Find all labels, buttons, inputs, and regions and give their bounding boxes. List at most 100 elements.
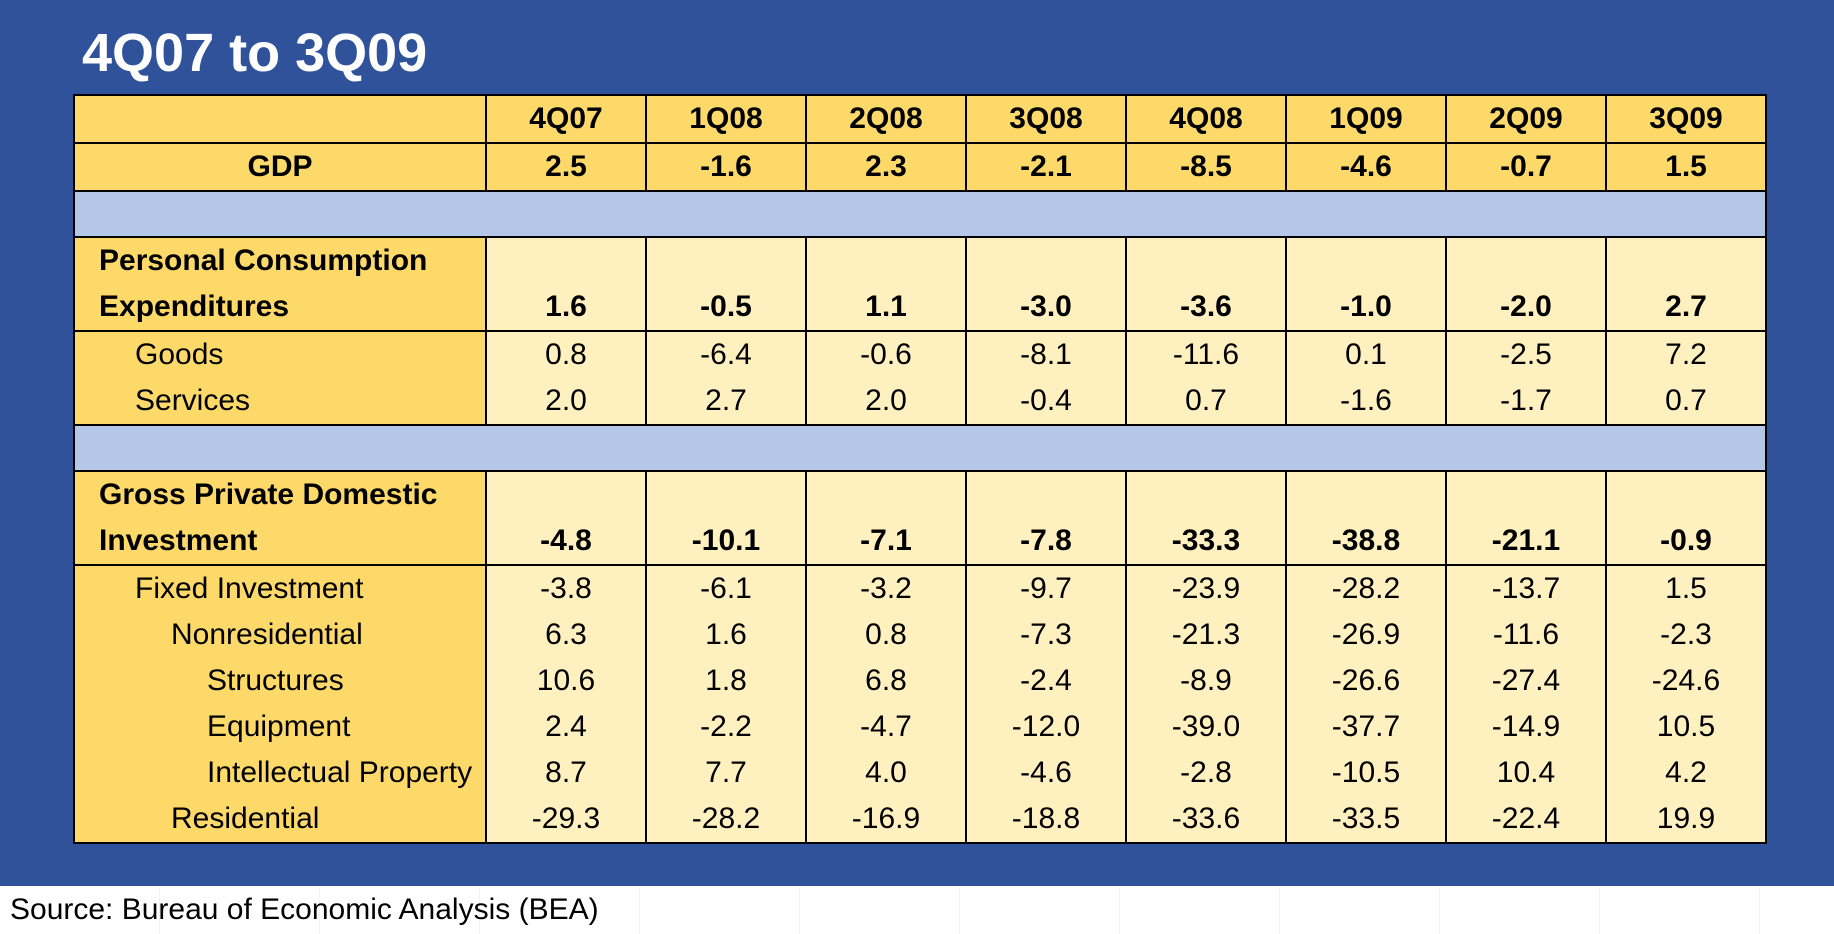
row-personal-consumption-value-4q08: -3.6 [1125,236,1287,332]
row-gdp-value-4q07: 2.5 [485,142,647,192]
row-nonresidential-value-3q09: -2.3 [1605,612,1767,658]
row-personal-consumption-value-4q07: 1.6 [485,236,647,332]
row-equipment-value-4q08: -39.0 [1125,704,1287,750]
row-intellectual-property-value-3q09: 4.2 [1605,750,1767,796]
row-intellectual-property-value-3q08: -4.6 [965,750,1127,796]
row-services-value-4q08: 0.7 [1125,378,1287,426]
row-structures-value-4q07: 10.6 [485,658,647,704]
row-gross-private-domestic-investment-label: Gross Private Domestic Investment [73,470,487,566]
row-personal-consumption-value-3q08: -3.0 [965,236,1127,332]
column-header-2q09: 2Q09 [1445,94,1607,144]
row-structures-value-1q08: 1.8 [645,658,807,704]
row-goods-value-1q09: 0.1 [1285,331,1447,378]
row-goods: Goods 0.8 -6.4 -0.6 -8.1 -11.6 0.1 -2.5 7.2 [73,331,1767,378]
row-gdp-label: GDP [73,142,487,192]
row-gross-private-domestic-investment-value-4q07: -4.8 [485,470,647,566]
row-gdp-value-1q08: -1.6 [645,142,807,192]
row-personal-consumption: Personal Consumption Expenditures 1.6 -0.5… [73,236,1767,332]
row-intellectual-property-value-4q07: 8.7 [485,750,647,796]
row-services-value-3q09: 0.7 [1605,378,1767,426]
row-goods-value-4q08: -11.6 [1125,331,1287,378]
row-structures-label: Structures [73,658,487,704]
row-intellectual-property-value-2q08: 4.0 [805,750,967,796]
row-goods-value-3q09: 7.2 [1605,331,1767,378]
row-equipment-label: Equipment [73,704,487,750]
row-equipment-value-1q09: -37.7 [1285,704,1447,750]
row-services-value-4q07: 2.0 [485,378,647,426]
row-equipment-value-4q07: 2.4 [485,704,647,750]
sheet-gridlines [0,886,1834,934]
row-equipment-value-3q08: -12.0 [965,704,1127,750]
row-nonresidential-value-4q08: -21.3 [1125,612,1287,658]
row-gdp-value-1q09: -4.6 [1285,142,1447,192]
row-fixed-investment-value-4q07: -3.8 [485,565,647,612]
row-fixed-investment-label: Fixed Investment [73,565,487,612]
column-header-2q08: 2Q08 [805,94,967,144]
row-fixed-investment-value-3q09: 1.5 [1605,565,1767,612]
chart-title: 4Q07 to 3Q09 [82,23,428,83]
row-gdp-value-3q08: -2.1 [965,142,1127,192]
row-fixed-investment-value-4q08: -23.9 [1125,565,1287,612]
row-intellectual-property-label: Intellectual Property [73,750,487,796]
row-goods-label: Goods [73,331,487,378]
row-fixed-investment: Fixed Investment -3.8 -6.1 -3.2 -9.7 -23.9 -28… [73,565,1767,612]
row-intellectual-property: Intellectual Property 8.7 7.7 4.0 -4.6 -2.8 -1… [73,750,1767,796]
row-residential-value-2q08: -16.9 [805,796,967,844]
row-goods-value-2q09: -2.5 [1445,331,1607,378]
row-gross-private-domestic-investment-value-2q08: -7.1 [805,470,967,566]
row-goods-value-3q08: -8.1 [965,331,1127,378]
row-nonresidential-value-1q08: 1.6 [645,612,807,658]
row-structures-value-1q09: -26.6 [1285,658,1447,704]
row-gdp: GDP 2.5 -1.6 2.3 -2.1 -8.5 -4.6 -0.7 1.5 [73,142,1767,192]
row-intellectual-property-value-2q09: 10.4 [1445,750,1607,796]
row-gross-private-domestic-investment-value-3q09: -0.9 [1605,470,1767,566]
row-residential-label: Residential [73,796,487,844]
row-equipment-value-1q08: -2.2 [645,704,807,750]
header-corner-cell [73,94,487,144]
row-personal-consumption-value-3q09: 2.7 [1605,236,1767,332]
row-residential-value-4q07: -29.3 [485,796,647,844]
column-header-4q07: 4Q07 [485,94,647,144]
row-fixed-investment-value-3q08: -9.7 [965,565,1127,612]
row-residential: Residential -29.3 -28.2 -16.9 -18.8 -33.6 -33.… [73,796,1767,844]
row-intellectual-property-value-1q09: -10.5 [1285,750,1447,796]
row-services-value-1q08: 2.7 [645,378,807,426]
row-nonresidential-value-2q09: -11.6 [1445,612,1607,658]
row-gdp-value-3q09: 1.5 [1605,142,1767,192]
column-header-1q08: 1Q08 [645,94,807,144]
row-structures-value-4q08: -8.9 [1125,658,1287,704]
row-equipment-value-3q09: 10.5 [1605,704,1767,750]
spacer-row-2-cell [73,425,1767,471]
row-structures: Structures 10.6 1.8 6.8 -2.4 -8.9 -26.6 -27.4 -2… [73,658,1767,704]
column-header-row: 4Q07 1Q08 2Q08 3Q08 4Q08 1Q09 2Q09 3Q09 [73,94,1767,144]
row-fixed-investment-value-1q09: -28.2 [1285,565,1447,612]
row-goods-value-4q07: 0.8 [485,331,647,378]
row-intellectual-property-value-1q08: 7.7 [645,750,807,796]
gdp-components-table: 4Q07 1Q08 2Q08 3Q08 4Q08 1Q09 2Q09 3Q09 GDP 2.5 -1… [73,94,1767,844]
row-residential-value-3q09: 19.9 [1605,796,1767,844]
source-note: Source: Bureau of Economic Analysis (BEA… [10,893,599,926]
row-nonresidential-value-2q08: 0.8 [805,612,967,658]
row-personal-consumption-value-2q08: 1.1 [805,236,967,332]
row-nonresidential: Nonresidential 6.3 1.6 0.8 -7.3 -21.3 -26.9 -11… [73,612,1767,658]
row-services-value-2q08: 2.0 [805,378,967,426]
row-structures-value-3q08: -2.4 [965,658,1127,704]
row-structures-value-2q08: 6.8 [805,658,967,704]
row-equipment-value-2q09: -14.9 [1445,704,1607,750]
row-gdp-value-4q08: -8.5 [1125,142,1287,192]
row-personal-consumption-value-1q09: -1.0 [1285,236,1447,332]
row-personal-consumption-value-2q09: -2.0 [1445,236,1607,332]
row-residential-value-1q08: -28.2 [645,796,807,844]
row-gross-private-domestic-investment-value-1q09: -38.8 [1285,470,1447,566]
row-residential-value-1q09: -33.5 [1285,796,1447,844]
row-fixed-investment-value-1q08: -6.1 [645,565,807,612]
table-body: 4Q07 1Q08 2Q08 3Q08 4Q08 1Q09 2Q09 3Q09 GDP 2.5 -1… [73,94,1767,844]
row-goods-value-1q08: -6.4 [645,331,807,378]
row-services-label: Services [73,378,487,426]
row-personal-consumption-label: Personal Consumption Expenditures [73,236,487,332]
column-header-3q08: 3Q08 [965,94,1127,144]
row-residential-value-2q09: -22.4 [1445,796,1607,844]
row-equipment: Equipment 2.4 -2.2 -4.7 -12.0 -39.0 -37.7 -14.9… [73,704,1767,750]
column-header-4q08: 4Q08 [1125,94,1287,144]
row-services-value-1q09: -1.6 [1285,378,1447,426]
